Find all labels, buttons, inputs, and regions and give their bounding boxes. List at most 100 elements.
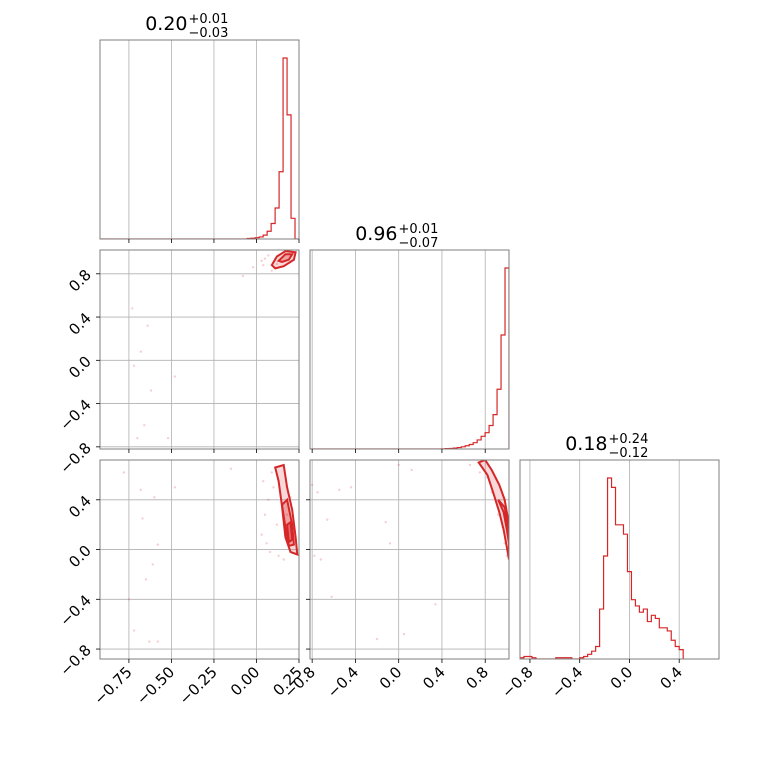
- sample-point: [260, 533, 263, 536]
- contour-line: [497, 499, 509, 544]
- histogram-panel-0: [99, 39, 300, 243]
- histogram-panel-2: −0.8 −0.4 0.0 0.4: [498, 459, 720, 702]
- sample-point: [397, 463, 400, 467]
- sample-point: [132, 364, 136, 367]
- x-tick-label: −0.50: [133, 663, 178, 708]
- sample-point: [275, 523, 279, 526]
- x-tick-label: 0.0: [607, 663, 637, 693]
- contour-line: [477, 460, 509, 560]
- panel-title-1: 0.96 +0.01−0.07: [355, 222, 438, 251]
- sample-point: [136, 436, 139, 440]
- sample-point: [166, 436, 170, 440]
- panel-background: [310, 460, 509, 659]
- sample-point: [139, 488, 143, 492]
- contour-line: [286, 520, 294, 544]
- sample-point: [156, 640, 160, 643]
- panel-background: [520, 460, 719, 659]
- sample-point: [268, 550, 272, 554]
- contour-fill: [271, 251, 296, 269]
- x-tick-label: 0.4: [419, 663, 449, 693]
- sample-point: [151, 563, 154, 566]
- sample-point: [143, 424, 146, 427]
- sample-point: [282, 558, 285, 561]
- panel-frame: [309, 249, 510, 450]
- contour-line: [270, 250, 297, 270]
- sample-point: [132, 629, 136, 632]
- panel-title-2: 0.18 +0.24−0.12: [565, 432, 648, 461]
- sample-point: [146, 324, 149, 327]
- sample-point: [156, 543, 160, 546]
- sample-point: [251, 266, 255, 269]
- title-plus: +0.01: [399, 222, 439, 237]
- panel-frame: [519, 459, 720, 660]
- x-tick-label: 0.0: [376, 663, 406, 693]
- sample-point: [402, 632, 406, 636]
- sample-point: [144, 578, 148, 581]
- sample-point: [149, 389, 153, 392]
- histogram-step-line: [100, 57, 299, 239]
- sample-point: [260, 259, 263, 263]
- sample-point: [384, 520, 387, 524]
- sample-point: [262, 263, 265, 267]
- sample-point: [122, 471, 126, 474]
- panel-title-0: 0.20 +0.01−0.03: [145, 12, 228, 41]
- panel-frame: [99, 249, 300, 450]
- sample-point: [375, 637, 379, 641]
- sample-point: [148, 640, 151, 643]
- sample-point: [267, 498, 270, 501]
- panel-background: [100, 40, 299, 239]
- sample-point: [141, 517, 144, 520]
- contour-line: [273, 463, 299, 556]
- contour-fill: [278, 254, 293, 262]
- panel-background: [100, 460, 299, 659]
- sample-point: [173, 375, 177, 378]
- sample-point: [275, 262, 279, 266]
- sample-point: [241, 274, 245, 278]
- histogram-step-line: [520, 477, 684, 659]
- panel-content: [310, 460, 509, 641]
- sample-point: [265, 542, 268, 545]
- sample-point: [139, 350, 143, 353]
- sample-point: [153, 496, 156, 499]
- title-value: 0.18: [565, 433, 607, 455]
- sample-point: [313, 554, 316, 557]
- title-value: 0.96: [355, 223, 397, 245]
- sample-point: [277, 554, 280, 557]
- sample-point: [316, 491, 319, 494]
- sample-point: [310, 483, 314, 487]
- y-tick-label: 0.0: [65, 352, 95, 382]
- histogram-panel-1: [309, 249, 510, 453]
- y-tick-label: −0.4: [56, 591, 94, 629]
- y-tick-label: 0.0: [65, 542, 95, 572]
- x-tick-label: −0.4: [548, 663, 586, 701]
- scatter-panel-0-2: −0.75−0.50−0.25 0.00 0.25−0.8−0.40.00.4: [56, 459, 306, 708]
- sample-point: [263, 513, 267, 516]
- sample-point: [270, 471, 273, 474]
- y-tick-label: −0.4: [56, 396, 94, 434]
- y-tick-label: −0.8: [56, 641, 94, 679]
- x-tick-label: −0.4: [324, 663, 362, 701]
- panel-background: [310, 250, 509, 449]
- y-tick-label: −0.8: [56, 439, 94, 477]
- sample-point: [478, 471, 481, 474]
- sample-point: [319, 558, 323, 561]
- panel-background: [100, 250, 299, 449]
- sample-point: [349, 486, 353, 489]
- title-value: 0.20: [145, 13, 187, 35]
- panel-frame: [99, 459, 300, 660]
- sample-point: [131, 307, 134, 310]
- title-plus: +0.01: [189, 12, 229, 27]
- x-tick-label: 0.8: [462, 663, 492, 693]
- sample-point: [338, 488, 341, 492]
- sample-point: [127, 598, 131, 601]
- scatter-panel-0-1: −0.8 −0.4 0.0 0.4 0.8: [56, 249, 300, 477]
- sample-point: [263, 257, 267, 260]
- sample-point: [468, 463, 472, 467]
- title-minus: −0.12: [609, 446, 649, 461]
- x-tick-label: −0.25: [176, 663, 221, 708]
- scatter-panel-1-2: −0.8 −0.4 0.0 0.4 0.8: [280, 459, 510, 702]
- sample-point: [410, 468, 413, 472]
- sample-point: [272, 486, 275, 489]
- y-tick-label: 0.8: [65, 266, 95, 296]
